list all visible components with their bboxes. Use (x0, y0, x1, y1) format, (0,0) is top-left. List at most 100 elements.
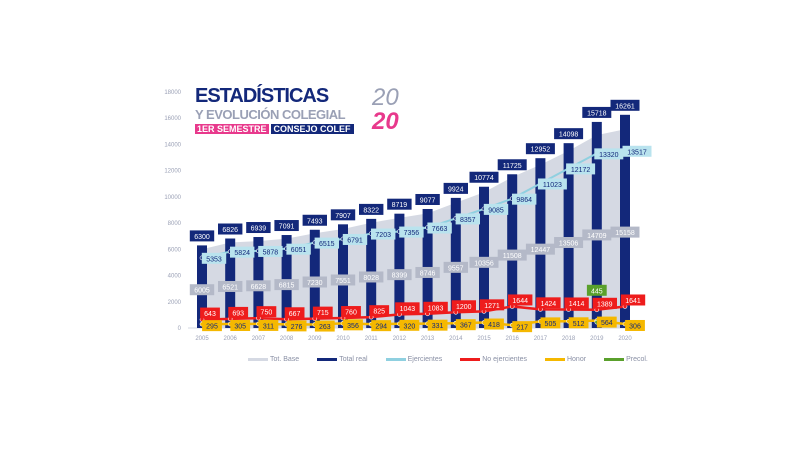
label-total-real: 8719 (387, 198, 412, 210)
svg-text:8028: 8028 (363, 275, 379, 282)
svg-text:295: 295 (206, 324, 218, 331)
label-ejercientes: 7203 (371, 228, 396, 240)
label-ejercientes: 6515 (314, 237, 339, 249)
svg-text:418: 418 (488, 322, 500, 329)
svg-text:7203: 7203 (375, 232, 391, 239)
label-ejercientes: 9085 (483, 203, 509, 215)
y-tick-label: 14000 (164, 142, 181, 148)
label-no-ejercientes: 825 (369, 305, 390, 317)
svg-text:311: 311 (263, 323, 274, 330)
legend-swatch (385, 358, 406, 361)
label-ejercientes: 13320 (594, 148, 624, 160)
label-honor: 331 (427, 319, 448, 331)
x-tick-label: 2008 (280, 336, 294, 342)
svg-text:1200: 1200 (456, 304, 472, 311)
label-honor: 311 (258, 319, 279, 331)
svg-text:8746: 8746 (420, 270, 436, 277)
label-tot-base: 6628 (246, 280, 271, 292)
svg-text:1271: 1271 (484, 303, 500, 310)
legend-swatch (460, 358, 481, 361)
y-tick-label: 10000 (164, 195, 181, 201)
svg-text:331: 331 (432, 323, 444, 330)
svg-text:294: 294 (375, 324, 387, 331)
svg-text:825: 825 (373, 309, 385, 316)
year-bottom: 20 (372, 108, 399, 135)
svg-text:715: 715 (317, 310, 329, 317)
label-ejercientes: 8357 (455, 213, 480, 225)
x-tick-label: 2005 (195, 336, 209, 342)
svg-text:6939: 6939 (251, 226, 267, 233)
title-line1: ESTADÍSTICAS (195, 85, 329, 107)
svg-text:9864: 9864 (516, 197, 532, 204)
svg-text:12952: 12952 (531, 147, 551, 154)
x-tick-label: 2010 (336, 336, 350, 342)
bar-total-real (620, 114, 630, 328)
label-ejercientes: 11023 (537, 178, 567, 190)
label-tot-base: 9557 (443, 261, 468, 273)
label-honor: 263 (314, 320, 335, 332)
svg-text:1644: 1644 (512, 298, 528, 305)
svg-text:6628: 6628 (251, 284, 267, 291)
label-no-ejercientes: 1271 (479, 299, 505, 311)
label-total-real: 14098 (554, 128, 584, 140)
label-honor: 320 (399, 319, 420, 331)
legend-label: Precol. (626, 356, 648, 363)
svg-text:320: 320 (404, 323, 416, 330)
svg-text:217: 217 (516, 325, 528, 332)
label-no-ejercientes: 1424 (536, 297, 561, 309)
label-honor: 306 (625, 319, 645, 331)
legend-label: Tot. Base (270, 356, 300, 363)
svg-text:9924: 9924 (448, 186, 464, 193)
label-ejercientes: 5353 (201, 252, 227, 264)
svg-text:564: 564 (601, 320, 613, 327)
legend-swatch (544, 358, 565, 361)
label-ejercientes: 6791 (342, 233, 368, 245)
svg-text:8719: 8719 (392, 202, 408, 209)
bar-total-real (535, 158, 546, 328)
svg-text:10774: 10774 (474, 175, 494, 182)
label-no-ejercientes: 1644 (508, 294, 533, 306)
svg-text:693: 693 (232, 310, 244, 317)
label-no-ejercientes: 1389 (592, 297, 617, 309)
legend-item: Ejercientes (385, 356, 442, 363)
svg-text:750: 750 (261, 310, 273, 317)
chart-title: ESTADÍSTICAS Y EVOLUCIÓN COLEGIAL 1ER SE… (195, 86, 354, 134)
y-tick-label: 18000 (164, 90, 181, 96)
label-precol: 445 (586, 284, 607, 296)
label-total-real: 15718 (582, 106, 612, 118)
x-tick-label: 2011 (365, 336, 379, 342)
legend-item: Honor (544, 356, 586, 363)
y-tick-label: 16000 (164, 116, 181, 122)
svg-text:15158: 15158 (615, 230, 635, 237)
svg-text:13320: 13320 (599, 152, 619, 159)
label-tot-base: 6521 (218, 280, 243, 292)
label-total-real: 6939 (246, 222, 271, 234)
label-honor: 564 (596, 316, 617, 328)
bar-total-real (591, 121, 602, 328)
label-honor: 418 (484, 318, 504, 330)
x-tick-label: 2016 (506, 336, 520, 342)
label-ejercientes: 13517 (622, 145, 652, 157)
label-tot-base: 10356 (469, 256, 499, 268)
title-line2: Y EVOLUCIÓN COLEGIAL (195, 107, 346, 122)
svg-text:6815: 6815 (279, 283, 295, 290)
label-honor: 276 (286, 320, 307, 332)
svg-text:6051: 6051 (291, 247, 307, 254)
svg-text:9557: 9557 (448, 265, 464, 272)
svg-text:1641: 1641 (625, 298, 641, 305)
x-tick-label: 2020 (618, 336, 632, 342)
svg-text:12172: 12172 (571, 167, 591, 174)
svg-text:6521: 6521 (222, 284, 238, 291)
label-tot-base: 7230 (302, 276, 327, 288)
svg-text:8322: 8322 (363, 207, 379, 214)
label-no-ejercientes: 643 (200, 307, 220, 319)
svg-text:6005: 6005 (194, 288, 210, 295)
svg-text:1414: 1414 (569, 301, 585, 308)
svg-text:14098: 14098 (559, 132, 579, 139)
label-tot-base: 14709 (582, 229, 612, 241)
label-tot-base: 15158 (610, 226, 640, 238)
svg-text:760: 760 (345, 310, 357, 317)
svg-text:1424: 1424 (541, 301, 557, 308)
svg-text:306: 306 (629, 323, 641, 330)
